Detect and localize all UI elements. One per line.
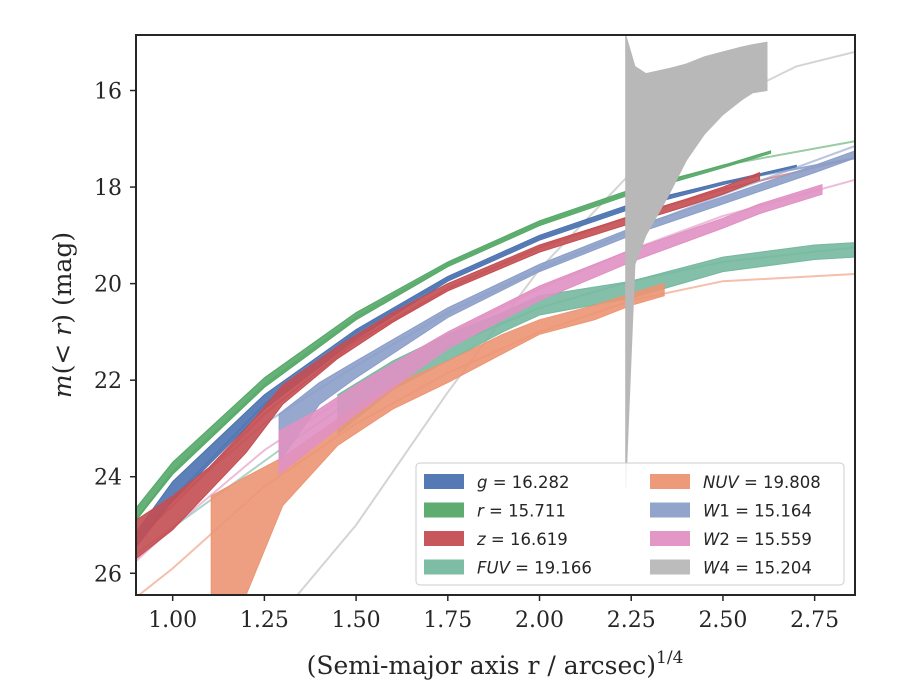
data-band-r [136,150,772,522]
y-axis-ticks: 16 18 20 22 24 26 [94,80,136,587]
x-tick-label: 1.75 [423,608,472,633]
legend-frame [415,462,845,586]
y-tick-label: 24 [94,466,122,491]
data-band-z [136,171,761,560]
y-tick-label: 22 [94,369,122,394]
x-axis-title: (Semi-major axis r / arcsec)1/4 [307,648,684,680]
x-tick-label: 1.00 [148,608,197,633]
series-layer [136,35,855,595]
y-tick-label: 16 [94,80,122,105]
plot-frame [135,34,856,596]
legend-label-g: g = 16.282 [477,473,570,492]
x-axis-ticks: 1.00 1.25 1.50 1.75 2.00 2.25 2.50 2.75 [148,595,839,633]
legend-label-nuv: NUV = 19.808 [703,473,821,492]
legend-label-z: z = 16.619 [476,530,568,549]
legend-swatch-g [424,474,464,489]
legend-label-w1: W1 = 15.164 [703,502,812,521]
y-tick-label: 26 [94,562,122,587]
y-axis-title: m(< r) (mag) [48,232,77,398]
legend-swatch-w2 [650,531,690,546]
y-tick-label: 20 [94,273,122,298]
data-band-w2 [278,184,823,476]
x-tick-label: 2.75 [790,608,839,633]
x-axis-title-text: (Semi-major axis r / arcsec) [307,651,656,680]
x-tick-label: 2.00 [515,608,564,633]
legend-swatch-nuv [650,474,690,489]
legend-swatch-w4 [650,559,690,575]
legend-label-fuv: FUV = 19.166 [477,559,592,578]
x-tick-label: 1.25 [240,608,289,633]
y-tick-label: 18 [94,176,122,201]
legend-label-w4: W4 = 15.204 [703,559,812,578]
x-axis-title-exponent: 1/4 [656,648,683,668]
legend-swatch-z [424,531,464,546]
x-tick-label: 2.50 [698,608,747,633]
data-band-w1 [278,150,855,464]
x-tick-label: 1.50 [332,608,381,633]
legend-swatch-fuv [424,559,464,575]
data-band-w4 [625,35,768,489]
legend-swatch-w1 [650,502,690,518]
legend: g = 16.282 r = 15.711 z = 16.619 FUV = 19.1… [415,462,845,586]
legend-swatch-r [424,502,464,518]
x-tick-label: 2.25 [607,608,656,633]
legend-label-r: r = 15.711 [477,502,566,521]
legend-label-w2: W2 = 15.559 [703,530,812,549]
